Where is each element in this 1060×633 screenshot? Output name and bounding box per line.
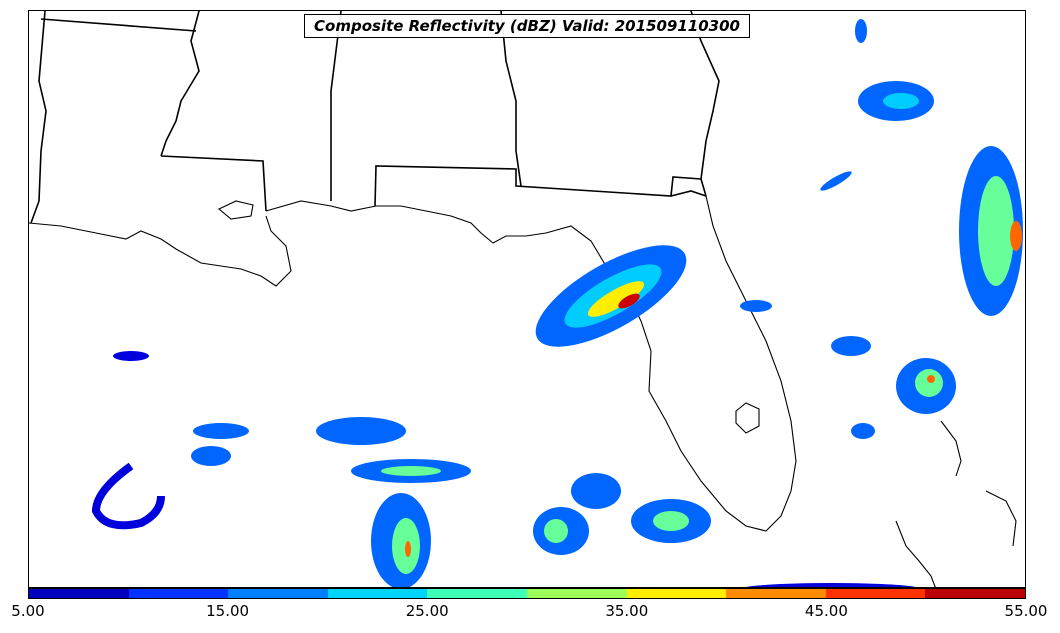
- colorbar-segment: [327, 589, 428, 598]
- map-canvas: [29, 11, 1023, 587]
- state-border-tx-la: [30, 11, 47, 224]
- colorbar-segment: [526, 589, 627, 598]
- coastlines: [29, 195, 1017, 587]
- colorbar-tick-label: 15.00: [206, 602, 250, 620]
- echo-gulf-south-hot: [405, 541, 411, 557]
- colorbar-segment: [427, 589, 527, 598]
- state-border-ms-al: [330, 11, 342, 201]
- colorbar-tick-label: 25.00: [405, 602, 449, 620]
- echo-bahamas-hot: [927, 375, 935, 383]
- colorbar-segment: [228, 589, 328, 598]
- echo-ga-coast: [855, 19, 867, 43]
- echo-atl-streak: [820, 171, 852, 191]
- colorbar-segment: [29, 589, 129, 598]
- echo-gulf-mid-east: [571, 473, 621, 509]
- echo-bottom-edge: [746, 583, 916, 587]
- cuba-coast: [895, 520, 936, 587]
- state-border-ms-river: [160, 11, 200, 157]
- colorbar-segment: [925, 589, 1025, 598]
- state-border-ar-la: [40, 18, 197, 32]
- coast-tx-la: [29, 215, 292, 287]
- reflectivity-echoes: [91, 19, 1023, 587]
- state-border-al-ga: [500, 11, 522, 187]
- echo-fl-east-coast: [740, 300, 772, 312]
- state-border-ga-fl: [670, 190, 707, 197]
- colorbar-segment: [626, 589, 727, 598]
- echo-gulf-west-2: [193, 423, 249, 439]
- colorbar-tick-label: 5.00: [11, 602, 45, 620]
- echo-bigbend-line-core: [587, 281, 645, 317]
- coast-atlantic-ga-sc: [690, 11, 720, 197]
- echo-bahamas-core: [915, 369, 943, 397]
- echo-east-band-core: [978, 176, 1014, 286]
- colorbar-segment: [128, 589, 229, 598]
- colorbar-segment: [726, 589, 826, 598]
- echo-northeast-core: [883, 93, 919, 109]
- colorbar-tick-label: 35.00: [605, 602, 649, 620]
- echo-keys: [851, 423, 875, 439]
- bahamas-coast-2: [985, 490, 1017, 547]
- echo-gulf-swirl: [91, 462, 165, 530]
- echo-gulf-nw: [113, 351, 149, 361]
- lake-pontchartrain: [217, 200, 254, 220]
- boundary-lines: [30, 11, 720, 224]
- reflectivity-colorbar: [28, 588, 1026, 599]
- echo-bigbend-hot: [618, 293, 640, 309]
- bahamas-coast: [940, 420, 962, 477]
- colorbar-segment: [825, 589, 926, 598]
- echo-gulf-central-1: [316, 417, 406, 445]
- colorbar-tick-label: 45.00: [804, 602, 848, 620]
- radar-map: [28, 10, 1026, 588]
- state-border-la-ms: [160, 155, 267, 212]
- echo-gulf-southcentral-core: [544, 519, 568, 543]
- echo-east-band-hot: [1010, 221, 1022, 251]
- coast-ms-al: [265, 200, 607, 267]
- colorbar-tick-label: 55.00: [1004, 602, 1048, 620]
- echo-atl-cluster: [831, 336, 871, 356]
- state-border-al-fl: [374, 165, 702, 207]
- map-title: Composite Reflectivity (dBZ) Valid: 2015…: [304, 14, 750, 38]
- echo-gulf-central-2-core: [381, 466, 441, 476]
- coast-fl-gulf: [605, 195, 797, 532]
- lake-okeechobee: [735, 402, 760, 434]
- echo-gulf-southeast-core: [653, 511, 689, 531]
- echo-gulf-west: [191, 446, 231, 466]
